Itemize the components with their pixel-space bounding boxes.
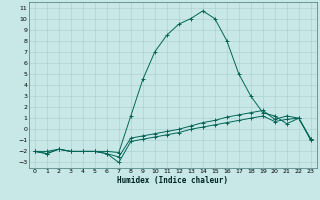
X-axis label: Humidex (Indice chaleur): Humidex (Indice chaleur) <box>117 176 228 185</box>
